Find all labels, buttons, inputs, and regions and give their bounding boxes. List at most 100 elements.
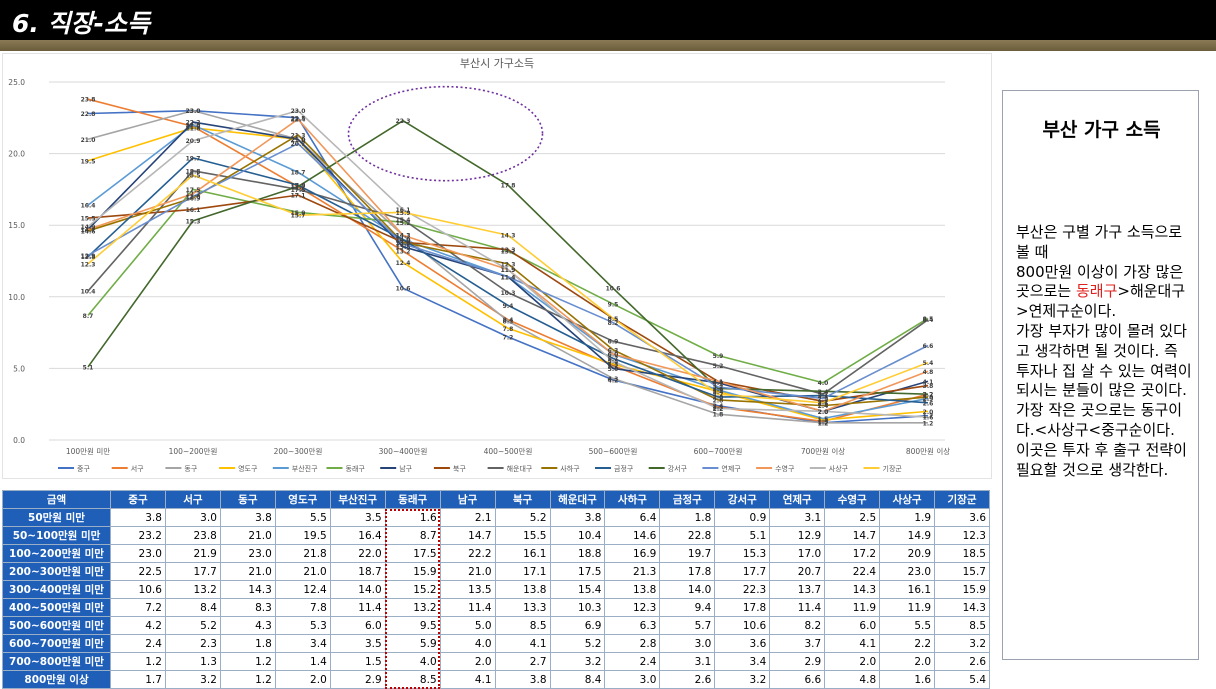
row-header: 100~200만원 미만 bbox=[3, 545, 111, 563]
table-cell: 5.9 bbox=[385, 635, 440, 653]
table-cell: 1.4 bbox=[275, 653, 330, 671]
table-cell: 3.2 bbox=[550, 653, 605, 671]
table-cell: 15.9 bbox=[935, 581, 990, 599]
data-label: 22.2 bbox=[186, 120, 201, 127]
table-cell: 18.5 bbox=[935, 545, 990, 563]
table-cell: 6.4 bbox=[605, 509, 660, 527]
data-label: 6.0 bbox=[608, 352, 619, 359]
table-cell: 14.3 bbox=[825, 581, 880, 599]
column-header: 영도구 bbox=[275, 491, 330, 509]
y-tick-label: 25.0 bbox=[8, 78, 25, 87]
legend-label: 동구 bbox=[184, 465, 197, 473]
data-label: 20.9 bbox=[186, 138, 201, 145]
summary-highlight: 동래구 bbox=[1076, 282, 1117, 300]
table-cell: 2.6 bbox=[660, 671, 715, 689]
table-cell: 12.4 bbox=[275, 581, 330, 599]
table-cell: 1.6 bbox=[880, 671, 935, 689]
table-cell: 1.2 bbox=[220, 671, 275, 689]
table-cell: 1.5 bbox=[330, 653, 385, 671]
x-tick-label: 100만원 미만 bbox=[66, 447, 110, 456]
table-cell: 1.3 bbox=[165, 653, 220, 671]
data-label: 6.9 bbox=[608, 339, 619, 346]
table-cell: 10.6 bbox=[715, 617, 770, 635]
table-cell: 22.3 bbox=[715, 581, 770, 599]
summary-text-5: 가장 작은 곳으로는 동구이다.<사상구<중구순이다. bbox=[1016, 401, 1182, 439]
data-label: 5.9 bbox=[713, 353, 724, 360]
y-tick-label: 0.0 bbox=[13, 436, 25, 445]
table-cell: 2.2 bbox=[880, 635, 935, 653]
data-label: 21.3 bbox=[291, 132, 306, 139]
table-cell: 4.1 bbox=[825, 635, 880, 653]
data-label: 11.4 bbox=[501, 274, 516, 281]
table-cell: 6.9 bbox=[550, 617, 605, 635]
legend-label: 수영구 bbox=[775, 464, 795, 473]
legend-label: 부산진구 bbox=[292, 464, 318, 473]
data-label: 22.4 bbox=[291, 117, 306, 124]
data-label: 3.8 bbox=[923, 383, 934, 390]
table-cell: 2.9 bbox=[770, 653, 825, 671]
table-cell: 14.3 bbox=[935, 599, 990, 617]
table-cell: 3.0 bbox=[660, 635, 715, 653]
data-label: 5.5 bbox=[608, 359, 619, 366]
table-cell: 5.2 bbox=[495, 509, 550, 527]
data-label: 13.7 bbox=[396, 241, 411, 248]
table-cell: 16.9 bbox=[605, 545, 660, 563]
table-cell: 4.2 bbox=[111, 617, 166, 635]
table-cell: 13.8 bbox=[605, 581, 660, 599]
y-tick-label: 10.0 bbox=[8, 293, 25, 302]
column-header: 해운대구 bbox=[550, 491, 605, 509]
data-label: 18.5 bbox=[186, 173, 201, 180]
data-label: 22.8 bbox=[81, 111, 96, 118]
table-cell: 2.6 bbox=[935, 653, 990, 671]
legend-label: 금정구 bbox=[614, 464, 634, 473]
data-label: 15.7 bbox=[291, 213, 306, 220]
table-cell: 2.1 bbox=[440, 509, 495, 527]
table-cell: 3.8 bbox=[220, 509, 275, 527]
table-cell: 5.2 bbox=[165, 617, 220, 635]
table-cell: 15.3 bbox=[715, 545, 770, 563]
data-label: 12.3 bbox=[81, 261, 96, 268]
table-cell: 2.0 bbox=[275, 671, 330, 689]
data-label: 4.0 bbox=[818, 380, 829, 387]
table-cell: 20.7 bbox=[770, 563, 825, 581]
data-label: 6.6 bbox=[923, 343, 934, 350]
data-label: 1.6 bbox=[923, 415, 934, 422]
table-cell: 16.4 bbox=[330, 527, 385, 545]
row-header: 300~400만원 미만 bbox=[3, 581, 111, 599]
data-label: 16.1 bbox=[186, 207, 201, 214]
column-header: 기장군 bbox=[935, 491, 990, 509]
table-cell: 14.0 bbox=[660, 581, 715, 599]
data-label: 4.3 bbox=[608, 376, 619, 383]
table-cell: 22.8 bbox=[660, 527, 715, 545]
data-label: 15.4 bbox=[396, 217, 411, 224]
table-cell: 15.4 bbox=[550, 581, 605, 599]
table-cell: 8.4 bbox=[550, 671, 605, 689]
table-cell: 2.9 bbox=[330, 671, 385, 689]
data-label: 4.8 bbox=[923, 369, 934, 376]
column-header: 서구 bbox=[165, 491, 220, 509]
table-cell: 5.5 bbox=[880, 617, 935, 635]
table-cell: 23.0 bbox=[880, 563, 935, 581]
data-label: 10.6 bbox=[396, 286, 411, 293]
table-cell: 5.7 bbox=[660, 617, 715, 635]
data-label: 19.7 bbox=[186, 155, 201, 162]
column-header: 남구 bbox=[440, 491, 495, 509]
data-label: 15.3 bbox=[186, 218, 201, 225]
data-label: 14.3 bbox=[396, 233, 411, 240]
table-cell: 11.4 bbox=[770, 599, 825, 617]
table-cell: 3.1 bbox=[660, 653, 715, 671]
x-tick-label: 700만원 이상 bbox=[801, 446, 845, 456]
table-cell: 14.7 bbox=[440, 527, 495, 545]
table-cell: 9.5 bbox=[385, 617, 440, 635]
data-label: 10.4 bbox=[81, 289, 96, 296]
table-cell: 8.5 bbox=[495, 617, 550, 635]
data-label: 8.4 bbox=[923, 317, 934, 324]
data-label: 22.3 bbox=[396, 118, 411, 125]
table-cell: 2.4 bbox=[605, 653, 660, 671]
